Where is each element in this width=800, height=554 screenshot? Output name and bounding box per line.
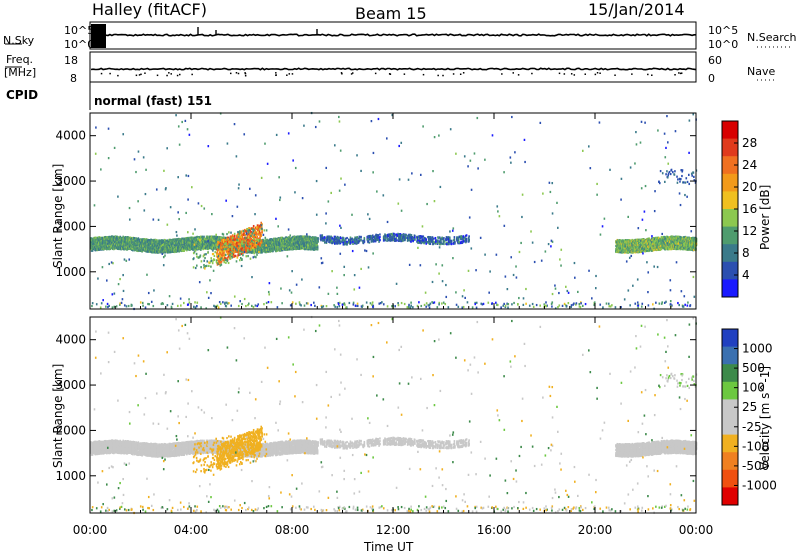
nave-dot: [170, 73, 172, 75]
nave-dot: [599, 72, 601, 74]
nave-dot: [614, 74, 616, 76]
freq-trace: [91, 68, 696, 76]
power-pixel: [317, 237, 319, 239]
nave-dot: [651, 74, 653, 76]
nave-dot: [564, 73, 566, 75]
nave-dot: [275, 75, 277, 77]
nave-dot: [289, 73, 291, 75]
nave-dot: [292, 73, 294, 75]
nave-dot: [177, 75, 179, 77]
nave-dot: [117, 75, 119, 77]
nave-dot: [109, 73, 111, 75]
nave-dot: [631, 73, 633, 75]
nave-dot: [559, 73, 561, 75]
nave-dot: [179, 74, 181, 76]
power-pixel: [324, 241, 326, 243]
nave-dot: [518, 74, 520, 76]
nave-dot: [275, 72, 277, 74]
nave-dot: [647, 74, 649, 76]
nave-dot: [244, 72, 246, 74]
nave-dot: [463, 72, 465, 74]
nave-dot: [390, 73, 392, 75]
nave-dot: [144, 72, 146, 74]
nsky-line: [106, 34, 696, 36]
nave-dot: [404, 73, 406, 75]
nave-dot: [423, 74, 425, 76]
nave-dot: [166, 75, 168, 77]
nsky-trace: [91, 24, 696, 48]
nave-dot: [678, 72, 680, 74]
nave-dot: [375, 73, 377, 75]
nave-dot: [286, 74, 288, 76]
nave-dot: [453, 73, 455, 75]
nave-dot: [230, 73, 232, 75]
nave-dot: [168, 72, 170, 74]
nave-dot: [674, 74, 676, 76]
nave-dot: [595, 74, 597, 76]
power-pixel: [321, 234, 323, 236]
nave-dot: [513, 72, 515, 74]
nave-dot: [437, 75, 439, 77]
nave-dot: [352, 72, 354, 74]
nave-dot: [236, 72, 238, 74]
nave-dot: [136, 75, 138, 77]
nave-dot: [531, 73, 533, 75]
freq-strip-frame: [90, 52, 696, 82]
power-pixel: [317, 248, 319, 250]
nave-dot: [191, 74, 193, 76]
nave-dot: [341, 73, 343, 75]
nave-dot: [597, 72, 599, 74]
nave-dot: [101, 73, 103, 75]
nave-dot: [681, 72, 683, 74]
nsky-initial-spike: [91, 24, 106, 48]
nave-dot: [571, 73, 573, 75]
power-pixel: [324, 236, 326, 238]
nave-dot: [460, 74, 462, 76]
nave-dot: [157, 75, 159, 77]
power-pixel: [203, 236, 205, 238]
nave-dot: [501, 73, 503, 75]
nave-dot: [140, 74, 142, 76]
nave-dot: [139, 74, 141, 76]
freq-line: [91, 68, 696, 69]
nave-dot: [245, 75, 247, 77]
nave-dot: [585, 73, 587, 75]
nave-dot: [238, 73, 240, 75]
nave-dot: [442, 75, 444, 77]
nave-dot: [574, 74, 576, 76]
power-scatter: [90, 112, 697, 310]
